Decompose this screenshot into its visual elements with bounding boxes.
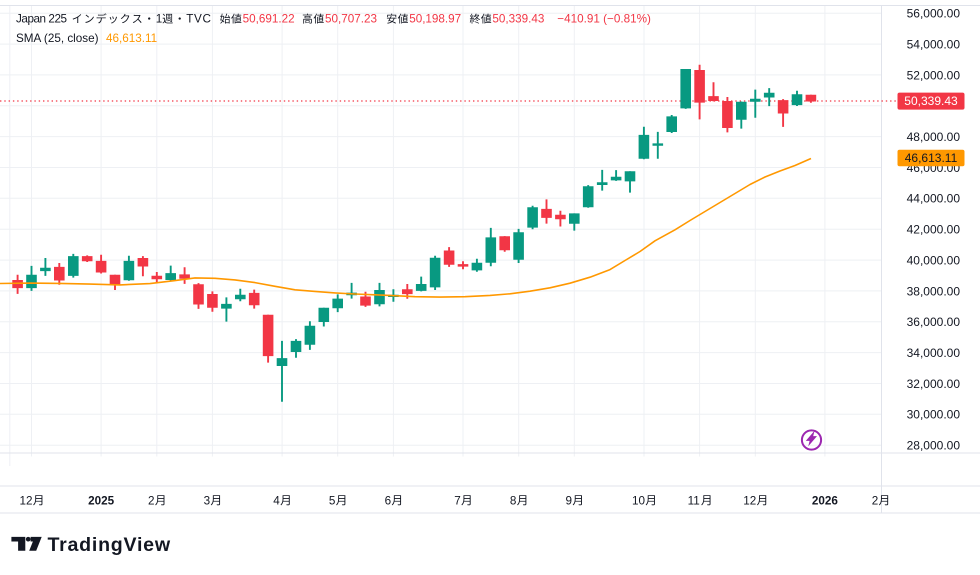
svg-text:7: 7 <box>454 494 461 507</box>
svg-text:1: 1 <box>156 13 163 26</box>
svg-text:36,000.00: 36,000.00 <box>907 315 961 329</box>
svg-text:42,000.00: 42,000.00 <box>907 223 961 237</box>
svg-text:6: 6 <box>385 494 392 507</box>
svg-text:2: 2 <box>148 494 155 507</box>
svg-text:46,613.11: 46,613.11 <box>905 151 958 165</box>
svg-text:TVC: TVC <box>186 13 211 26</box>
svg-text:50,339.43: 50,339.43 <box>904 94 958 108</box>
svg-text:TradingView: TradingView <box>48 534 171 556</box>
svg-text:40,000.00: 40,000.00 <box>907 254 961 268</box>
svg-text:28,000.00: 28,000.00 <box>907 439 961 453</box>
svg-text:2026: 2026 <box>812 494 839 507</box>
svg-text:44,000.00: 44,000.00 <box>907 192 961 206</box>
svg-text:3: 3 <box>204 494 211 507</box>
svg-text:5: 5 <box>329 494 336 507</box>
svg-text:2025: 2025 <box>88 494 115 507</box>
svg-text:Japan 225: Japan 225 <box>16 13 67 26</box>
svg-text:30,000.00: 30,000.00 <box>907 408 961 422</box>
svg-text:10: 10 <box>632 494 646 507</box>
svg-text:SMA (25, close): SMA (25, close) <box>16 32 99 45</box>
svg-text:2: 2 <box>872 494 879 507</box>
svg-text:38,000.00: 38,000.00 <box>907 284 961 298</box>
svg-text:11: 11 <box>688 494 700 507</box>
svg-text:52,000.00: 52,000.00 <box>907 68 961 82</box>
svg-text:50,691.22: 50,691.22 <box>243 13 295 26</box>
svg-text:46,613.11: 46,613.11 <box>106 32 157 45</box>
svg-text:50,198.97: 50,198.97 <box>409 13 461 26</box>
svg-text:12: 12 <box>743 494 756 507</box>
svg-text:−410.91 (−0.81%): −410.91 (−0.81%) <box>557 13 651 26</box>
svg-text:50,339.43: 50,339.43 <box>492 13 544 26</box>
svg-text:12: 12 <box>20 494 33 507</box>
svg-text:8: 8 <box>510 494 517 507</box>
svg-text:34,000.00: 34,000.00 <box>907 346 961 360</box>
svg-text:56,000.00: 56,000.00 <box>907 7 961 21</box>
svg-text:50,707.23: 50,707.23 <box>325 13 377 26</box>
svg-text:32,000.00: 32,000.00 <box>907 377 961 391</box>
svg-text:9: 9 <box>566 494 573 507</box>
svg-text:54,000.00: 54,000.00 <box>907 38 961 52</box>
svg-text:48,000.00: 48,000.00 <box>907 130 961 144</box>
svg-text:4: 4 <box>273 494 280 507</box>
